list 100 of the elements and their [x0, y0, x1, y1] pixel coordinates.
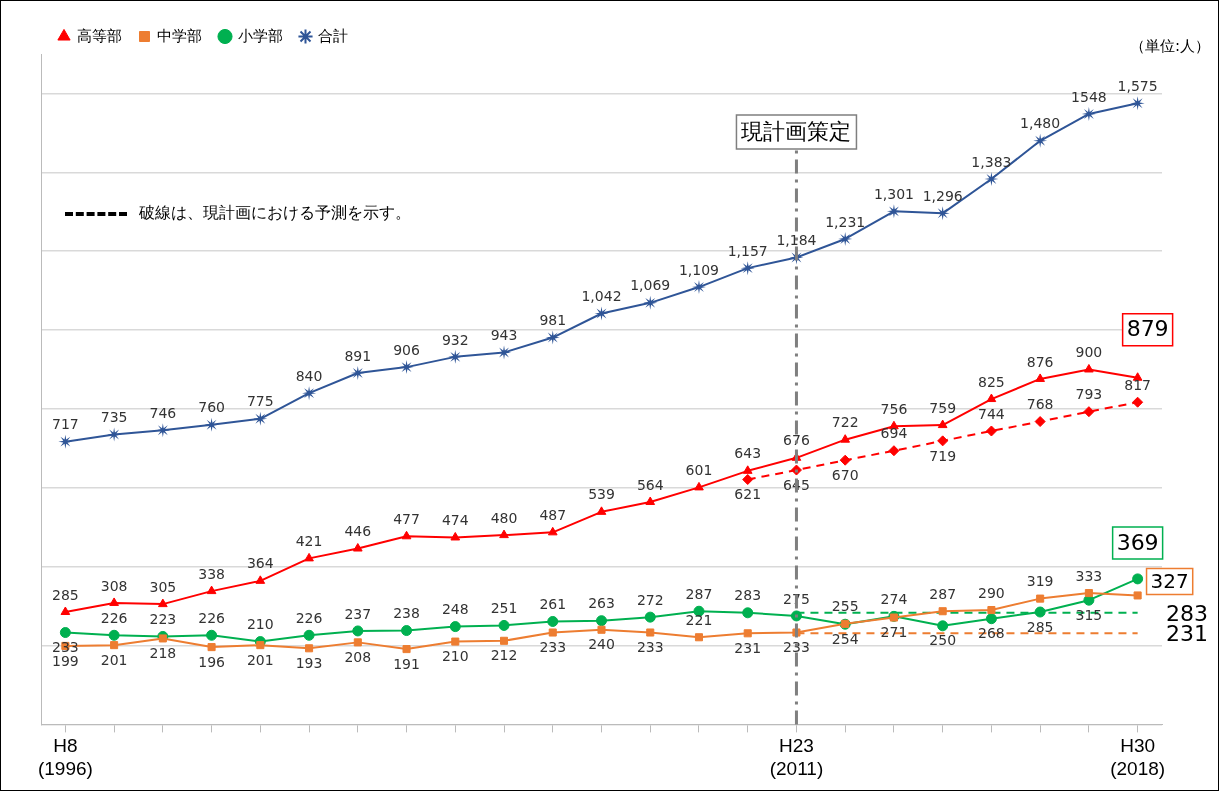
data-label: 319: [1026, 573, 1054, 590]
data-label: 287: [685, 585, 713, 602]
data-label: 210: [441, 648, 469, 665]
data-label: 238: [393, 605, 420, 622]
data-label: 744: [978, 405, 1005, 422]
data-label: 1,042: [581, 288, 622, 305]
data-label: 879: [1126, 316, 1169, 342]
data-label: 1,383: [971, 153, 1012, 170]
data-label: 891: [344, 347, 372, 364]
data-label: 421: [295, 533, 323, 550]
data-label: 1,069: [630, 277, 671, 294]
data-label: 564: [636, 476, 664, 493]
data-label: 226: [100, 609, 128, 626]
data-label: 271: [880, 624, 908, 641]
data-label: 255: [831, 598, 859, 615]
data-label: 287: [929, 585, 957, 602]
x-tick-label: H23 (2011): [769, 735, 824, 779]
data-label: 760: [198, 399, 225, 416]
data-label: 364: [246, 555, 274, 572]
data-label: 735: [100, 409, 128, 426]
data-label: 1,231: [825, 213, 866, 230]
data-label: 226: [198, 609, 226, 626]
data-label: 338: [198, 565, 225, 582]
data-label: 308: [100, 577, 128, 594]
data-label: 233: [539, 639, 567, 656]
data-label: 1,109: [678, 261, 720, 278]
x-tick-label: H8 (1996): [37, 735, 93, 779]
data-label: 196: [198, 653, 226, 670]
annotation: （単位:人）: [1129, 37, 1210, 56]
legend-label: 高等部: [76, 26, 122, 44]
data-label: 1,296: [922, 187, 963, 204]
data-label: 218: [149, 645, 177, 662]
data-label: 233: [636, 639, 664, 656]
data-label: 474: [441, 512, 469, 529]
data-label: 212: [490, 647, 518, 664]
data-label: 223: [149, 611, 177, 628]
data-label: 210: [246, 616, 274, 633]
data-label: 283: [734, 587, 762, 604]
data-label: 274: [880, 590, 908, 607]
ref-line-label: 現計画策定: [741, 118, 852, 144]
data-label: 487: [539, 506, 567, 523]
data-label: 263: [588, 595, 615, 612]
data-label: 539: [588, 486, 615, 503]
data-label: 290: [978, 584, 1005, 601]
data-label: 932: [441, 331, 469, 348]
data-label: 261: [539, 596, 567, 613]
data-label: 756: [880, 400, 908, 417]
data-label: 817: [1124, 376, 1151, 393]
data-label: 254: [831, 630, 859, 647]
data-label: 717: [52, 416, 79, 433]
data-label: 746: [149, 404, 177, 421]
data-label: 240: [588, 636, 615, 653]
data-label: 231: [734, 639, 762, 656]
data-label: 226: [295, 609, 323, 626]
data-label: 250: [929, 632, 957, 649]
data-label: 446: [344, 523, 372, 540]
data-label: 201: [246, 651, 274, 668]
data-label: 722: [831, 414, 859, 431]
data-label: 251: [490, 600, 518, 617]
data-label: 272: [636, 591, 664, 608]
data-label: 480: [490, 509, 518, 526]
data-label: 840: [295, 367, 323, 384]
data-label: 199: [52, 652, 79, 669]
data-label: 369: [1116, 529, 1159, 555]
data-label: 237: [344, 605, 372, 622]
data-label: 719: [929, 447, 957, 464]
x-tick-label: H30 (2018): [1110, 735, 1166, 779]
data-label: 621: [734, 486, 762, 503]
data-label: 759: [929, 399, 957, 416]
data-label: 825: [978, 373, 1005, 390]
data-label: 1,301: [873, 185, 914, 202]
data-label: 248: [441, 601, 469, 618]
data-label: 201: [100, 651, 128, 668]
data-label: 305: [149, 578, 177, 595]
data-label: 1,157: [727, 242, 768, 259]
data-label: 900: [1075, 344, 1103, 361]
data-label: 981: [539, 312, 567, 329]
data-label: 327: [1150, 568, 1189, 593]
data-label: 268: [978, 625, 1005, 642]
data-label: 193: [295, 654, 323, 671]
legend-label: 小学部: [237, 26, 283, 44]
data-label: 1,480: [1020, 115, 1061, 132]
data-label: 285: [1026, 618, 1054, 635]
data-label: 191: [393, 655, 420, 672]
legend-label: 中学部: [157, 26, 202, 44]
data-label: 1548: [1071, 88, 1107, 105]
data-label: 943: [490, 327, 518, 344]
data-label: 333: [1075, 567, 1103, 584]
data-label: 1,575: [1117, 77, 1158, 94]
data-label: 676: [783, 432, 810, 449]
annotation: 破線は、現計画における予測を示す。: [139, 203, 411, 224]
data-label: 601: [685, 462, 713, 479]
data-label: 694: [880, 425, 908, 442]
data-label: 1,184: [776, 232, 817, 249]
data-label: 643: [734, 445, 762, 462]
data-label: 233: [783, 639, 810, 656]
data-label: 285: [52, 586, 79, 603]
data-label: 208: [344, 649, 372, 666]
data-label: 876: [1026, 353, 1054, 370]
data-label: 221: [685, 611, 713, 628]
